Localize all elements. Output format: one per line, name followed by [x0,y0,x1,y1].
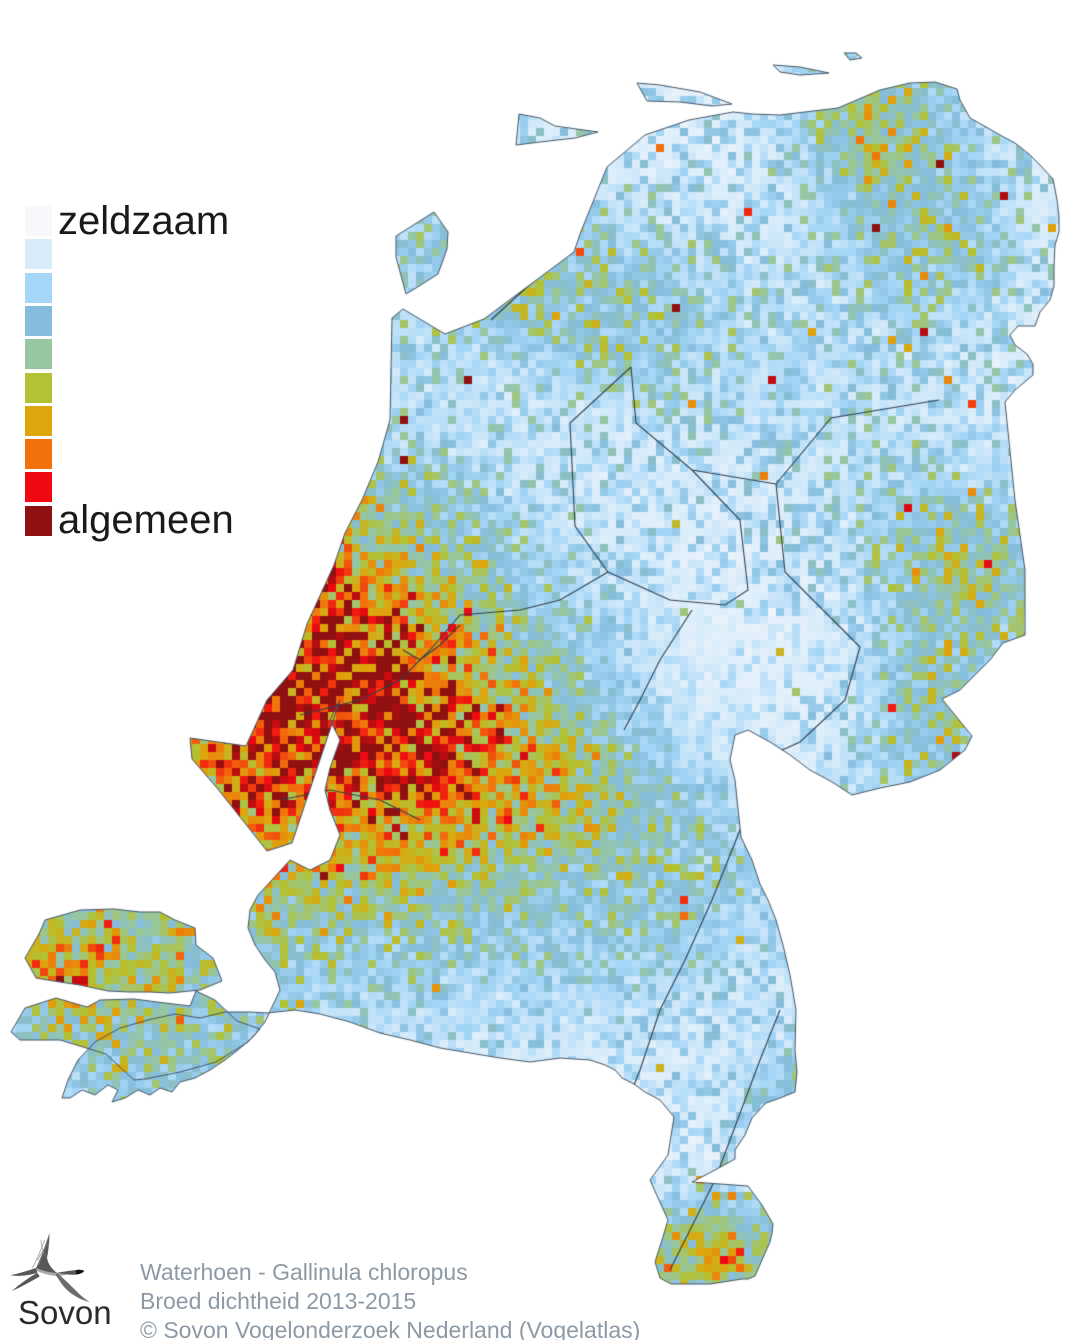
svg-text:Sovon: Sovon [18,1294,112,1331]
